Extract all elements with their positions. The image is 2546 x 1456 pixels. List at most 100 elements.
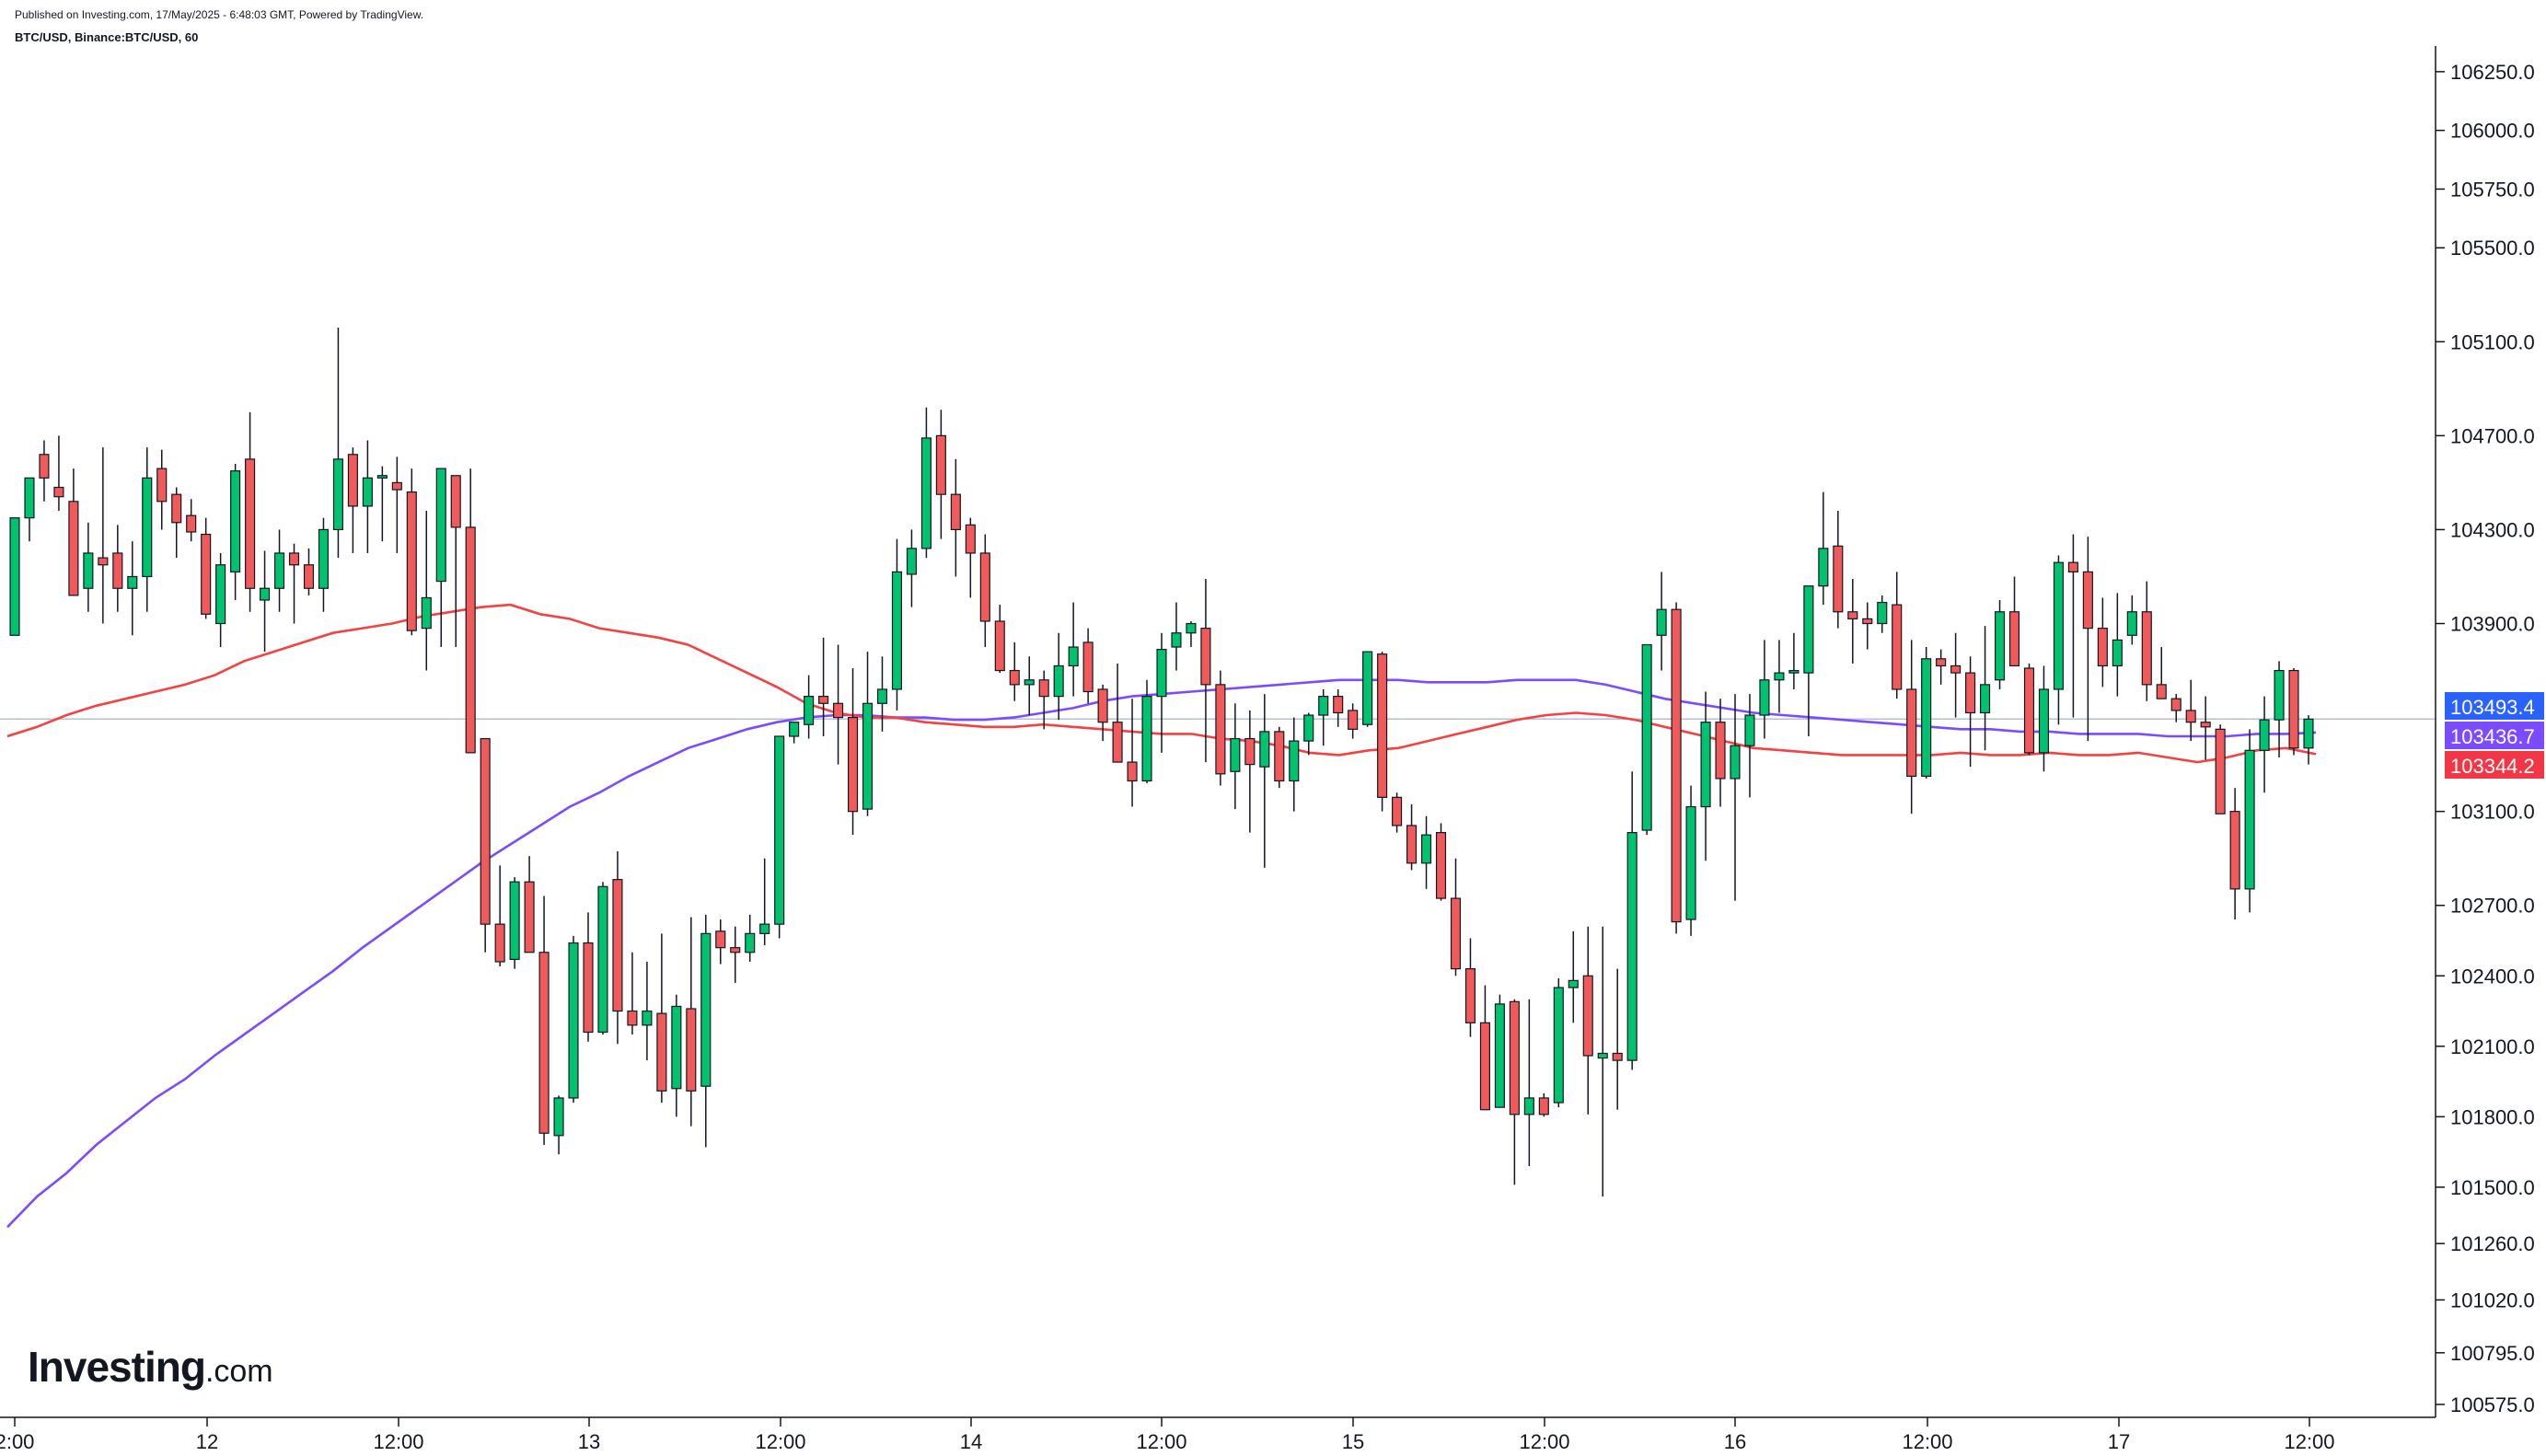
candle-down bbox=[2023, 663, 2035, 756]
candle-up bbox=[332, 328, 343, 559]
price-tick-label: 106250.0 bbox=[2450, 61, 2535, 84]
candle-down bbox=[2141, 581, 2152, 701]
candle-body bbox=[1097, 688, 1108, 723]
candle-up bbox=[759, 858, 770, 946]
price-tick-label: 106000.0 bbox=[2450, 120, 2535, 143]
candle-body bbox=[2170, 698, 2181, 711]
price-badge-bg bbox=[2445, 751, 2544, 779]
candle-body bbox=[406, 491, 417, 631]
chart-header: Published on Investing.com, 17/May/2025 … bbox=[15, 7, 423, 48]
price-badges: 103493.4 103436.7 103344.2 bbox=[2445, 692, 2544, 779]
candle-down bbox=[833, 644, 844, 765]
candle-body bbox=[2156, 684, 2167, 699]
candle-down bbox=[1936, 649, 1947, 685]
candle-body bbox=[1906, 688, 1917, 777]
candle-down bbox=[965, 517, 976, 598]
price-tick-label: 105750.0 bbox=[2450, 178, 2535, 201]
candle-body bbox=[391, 481, 402, 491]
candle-down bbox=[583, 912, 594, 1042]
candle-down bbox=[1582, 926, 1593, 1115]
candle-body bbox=[818, 696, 829, 704]
candle-body bbox=[288, 552, 300, 566]
price-badge-label: 103493.4 bbox=[2450, 696, 2535, 719]
candle-body bbox=[876, 688, 888, 704]
candle-down bbox=[994, 605, 1005, 674]
candle-body bbox=[1244, 737, 1256, 766]
candle-body bbox=[759, 923, 770, 934]
candle-body bbox=[1641, 643, 1652, 831]
candle-up bbox=[2259, 696, 2270, 793]
candle-body bbox=[2067, 561, 2078, 572]
price-tick-label: 104300.0 bbox=[2450, 518, 2535, 541]
candle-up bbox=[1186, 620, 1197, 648]
price-badge-label: 103436.7 bbox=[2450, 725, 2535, 748]
candle-up bbox=[1597, 926, 1608, 1197]
candle-down bbox=[53, 435, 64, 512]
candle-down bbox=[1847, 579, 1858, 664]
candle-body bbox=[1921, 658, 1932, 777]
candle-body bbox=[730, 947, 741, 953]
candle-body bbox=[1671, 608, 1682, 923]
price-tick-label: 105500.0 bbox=[2450, 237, 2535, 260]
candle-body bbox=[156, 468, 168, 503]
candle-down bbox=[656, 933, 667, 1104]
candle-up bbox=[2126, 595, 2137, 645]
candle-body bbox=[245, 458, 256, 589]
candle-down bbox=[186, 499, 197, 542]
candle-up bbox=[2053, 555, 2064, 725]
candle-down bbox=[347, 447, 358, 553]
candle-up bbox=[273, 529, 285, 612]
candle-body bbox=[2038, 688, 2050, 754]
candle-up bbox=[1730, 694, 1741, 901]
candle-body bbox=[2259, 719, 2270, 751]
candle-up bbox=[2112, 593, 2123, 697]
candle-down bbox=[715, 919, 726, 965]
candle-up bbox=[509, 877, 520, 969]
candle-body bbox=[2141, 611, 2152, 686]
candle-body bbox=[2082, 571, 2093, 630]
moving-average-purple bbox=[6, 678, 2317, 1229]
candle-body bbox=[1259, 731, 1270, 768]
candle-up bbox=[376, 466, 388, 542]
candle-body bbox=[494, 923, 505, 963]
candle-body bbox=[362, 477, 373, 507]
candle-body bbox=[1112, 722, 1123, 763]
candle-body bbox=[612, 879, 623, 1012]
candle-down bbox=[612, 851, 623, 1045]
candle-body bbox=[700, 932, 712, 1087]
candle-up bbox=[1759, 640, 1770, 739]
price-tick-label: 105100.0 bbox=[2450, 330, 2535, 353]
candle-body bbox=[98, 557, 109, 566]
candle-up bbox=[862, 652, 874, 816]
candle-body bbox=[1435, 832, 1447, 899]
candle-body bbox=[1950, 664, 1962, 674]
candle-up bbox=[230, 464, 241, 600]
candle-down bbox=[450, 475, 461, 648]
candle-up bbox=[1877, 595, 1888, 633]
candle-body bbox=[1523, 1097, 1534, 1115]
time-tick-label: 12:00 bbox=[2284, 1430, 2334, 1453]
candle-up bbox=[362, 440, 373, 553]
price-tick-label: 101260.0 bbox=[2450, 1232, 2535, 1255]
candle-body bbox=[1024, 679, 1035, 686]
candle-body bbox=[1171, 632, 1182, 648]
candle-body bbox=[1774, 672, 1785, 681]
candle-up bbox=[1788, 632, 1800, 689]
candle-body bbox=[1847, 611, 1858, 620]
price-badge: 103493.4 bbox=[2445, 692, 2544, 720]
candle-down bbox=[171, 487, 182, 559]
candle-body bbox=[260, 587, 271, 601]
candle-down bbox=[1377, 652, 1388, 812]
candle-body bbox=[53, 486, 64, 498]
candle-down bbox=[1274, 726, 1285, 789]
candle-up bbox=[9, 517, 20, 636]
candle-body bbox=[965, 524, 976, 554]
candle-down bbox=[627, 952, 638, 1035]
candle-up bbox=[142, 447, 153, 612]
candle-body bbox=[2023, 667, 2035, 754]
candle-body bbox=[538, 952, 550, 1134]
candle-body bbox=[112, 552, 123, 589]
candle-down bbox=[979, 534, 990, 648]
candle-body bbox=[1803, 585, 1814, 674]
